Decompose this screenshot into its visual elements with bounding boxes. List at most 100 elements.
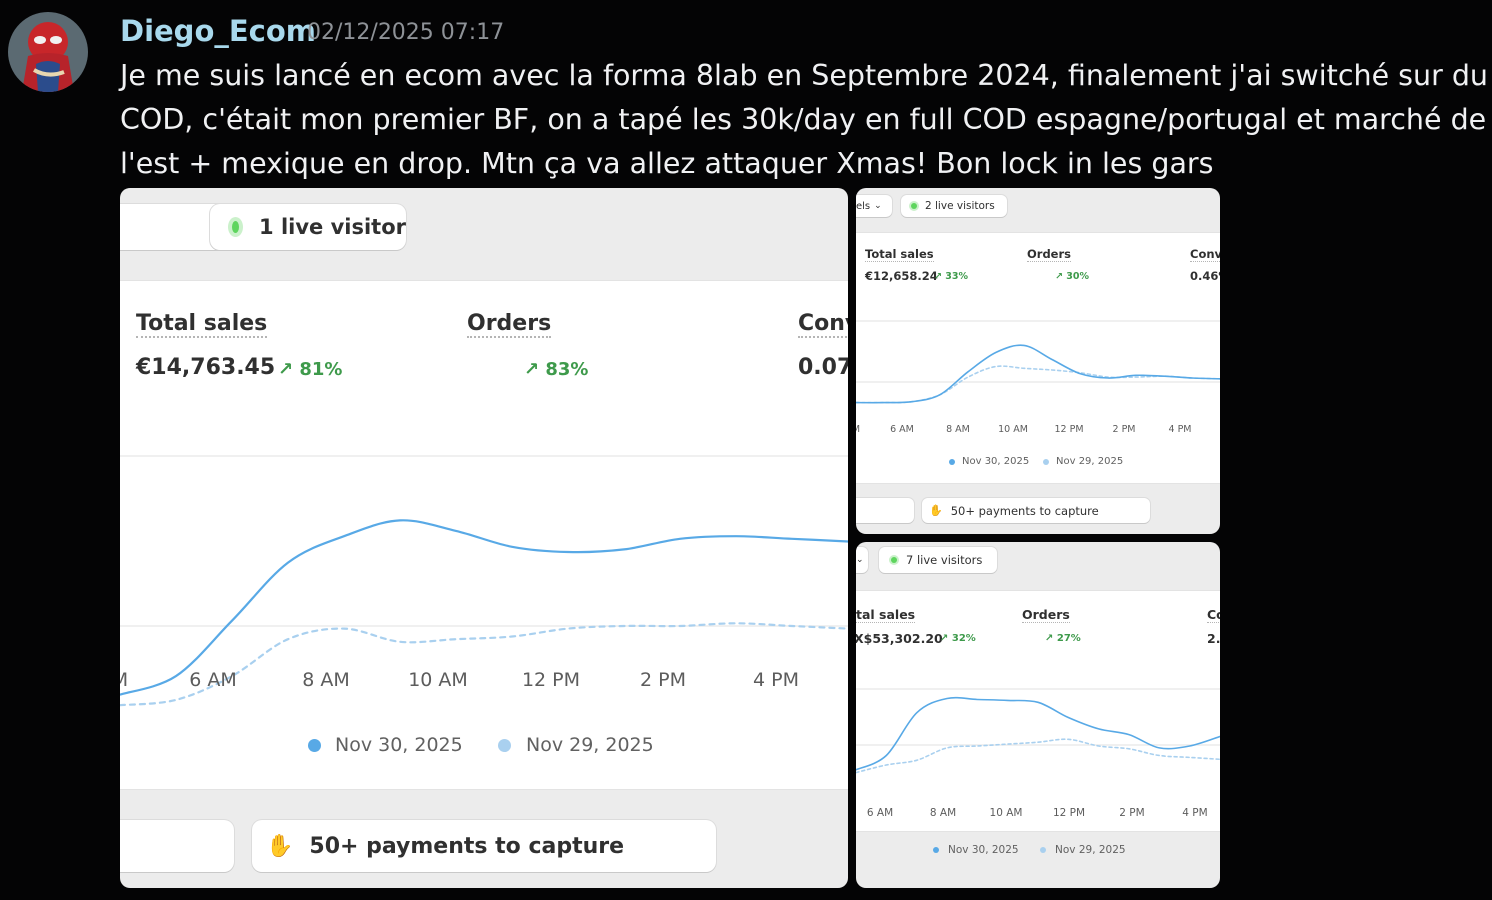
live-visitors-text: 1 live visitor	[259, 215, 406, 239]
live-dot-icon	[232, 221, 240, 233]
analytics-screenshot-2[interactable]: els ⌄ 2 live visitors Total sales €12,65…	[856, 188, 1220, 534]
legend-label-current: Nov 30, 2025	[962, 456, 1030, 467]
legend-current: Nov 30, 2025	[308, 734, 463, 756]
x-tick-label: M	[856, 424, 860, 435]
legend-dot-current-icon	[308, 738, 321, 752]
x-tick-label: 6 AM	[189, 669, 237, 691]
kpi-value-conversion: 0.46%	[1190, 269, 1220, 283]
x-tick-label: 2 PM	[1112, 424, 1136, 435]
series-line-current	[856, 344, 1220, 404]
spiderman-avatar-icon	[8, 12, 88, 92]
x-tick-label: 10 AM	[989, 807, 1023, 819]
kpi-delta-total-sales: ↗ 81%	[278, 359, 343, 380]
payment-hand-icon: ✋	[266, 833, 294, 859]
x-tick-label: 12 PM	[1052, 807, 1086, 819]
sales-line-chart	[856, 688, 1220, 774]
series-line-current	[120, 519, 848, 696]
x-tick-label: 8 AM	[946, 424, 970, 435]
live-dot-icon	[891, 557, 897, 563]
legend-dot-previous-icon	[1043, 458, 1049, 465]
payments-text: 50+ payments to capture	[950, 503, 1099, 518]
legend-dot-current-icon	[949, 458, 955, 465]
sales-card: tal sales X$53,302.20 ↗ 32% Orders ↗ 27%…	[856, 590, 1220, 856]
kpi-value-total-sales: X$53,302.20	[856, 631, 943, 646]
kpi-label-conversion: Conv	[1190, 247, 1220, 262]
x-tick-label: 4 PM	[753, 669, 799, 691]
sales-line-chart	[120, 455, 848, 707]
kpi-label-total-sales: tal sales	[856, 607, 916, 623]
legend-label-previous: Nov 29, 2025	[1056, 456, 1124, 467]
kpi-label-total-sales: Total sales	[865, 247, 934, 262]
payment-hand-icon: ✋	[929, 504, 943, 517]
kpi-label-orders: Orders	[467, 311, 552, 338]
legend-current: Nov 30, 2025	[933, 844, 1019, 856]
timestamp: 02/12/2025 07:17	[307, 20, 505, 45]
kpi-label-orders: Orders	[1027, 247, 1071, 262]
kpi-value-conversion: 0.07	[798, 355, 848, 380]
legend-dot-previous-icon	[1040, 847, 1046, 853]
x-tick-label: 8 AM	[302, 669, 350, 691]
kpi-label-conversion: Conv	[798, 311, 848, 338]
legend-label-current: Nov 30, 2025	[335, 734, 463, 756]
kpi-delta-orders: ↗ 27%	[1045, 633, 1081, 644]
kpi-label-conversion: Co	[1207, 607, 1220, 623]
live-dot-icon	[911, 203, 917, 209]
legend-label-previous: Nov 29, 2025	[1055, 844, 1126, 856]
kpi-label-total-sales: Total sales	[136, 311, 268, 338]
live-visitors-text: 7 live visitors	[906, 553, 983, 567]
legend-current: Nov 30, 2025	[949, 456, 1029, 467]
legend-previous: Nov 29, 2025	[498, 734, 654, 756]
kpi-value-total-sales: €12,658.24	[865, 269, 938, 283]
payments-to-capture-button[interactable]: ✋ 50+ payments to capture	[922, 498, 1150, 523]
avatar[interactable]	[8, 12, 88, 92]
sales-card: Total sales €12,658.24 ↗ 33% Orders ↗ 30…	[856, 232, 1220, 484]
x-tick-label: 6 AM	[890, 424, 914, 435]
username[interactable]: Diego_Ecom	[120, 14, 317, 48]
live-visitors-badge: 2 live visitors	[901, 195, 1007, 217]
live-visitors-text: 2 live visitors	[925, 200, 995, 212]
series-line-previous	[856, 738, 1220, 774]
message-text: Je me suis lancé en ecom avec la forma 8…	[120, 59, 1488, 180]
x-tick-label: 8 AM	[929, 807, 957, 819]
legend-previous: Nov 29, 2025	[1040, 844, 1126, 856]
legend-previous: Nov 29, 2025	[1043, 456, 1123, 467]
x-tick-label: 12 PM	[1054, 424, 1084, 435]
kpi-label-orders: Orders	[1022, 607, 1070, 623]
x-tick-label: 4 PM	[1182, 807, 1208, 819]
payments-text: 50+ payments to capture	[309, 833, 625, 859]
pending-pill	[856, 498, 914, 523]
x-tick-label: 2 PM	[640, 669, 686, 691]
x-tick-label: 10 AM	[408, 669, 468, 691]
channels-dropdown: ⌄	[856, 547, 868, 573]
kpi-value-total-sales: €14,763.45	[136, 355, 276, 380]
channels-dropdown: els ⌄	[856, 195, 892, 217]
kpi-delta-orders: ↗ 30%	[1055, 271, 1090, 282]
analytics-screenshot-3[interactable]: ⌄ 7 live visitors tal sales X$53,302.20 …	[856, 542, 1220, 888]
x-tick-label: 4 PM	[1168, 424, 1192, 435]
kpi-delta-total-sales: ↗ 33%	[934, 271, 969, 282]
payments-to-capture-button[interactable]: ✋ 50+ payments to capture	[252, 820, 716, 872]
x-tick-label: 10 AM	[998, 424, 1028, 435]
x-tick-label: 6 AM	[866, 807, 894, 819]
live-visitors-badge: 7 live visitors	[879, 547, 997, 573]
legend-label-previous: Nov 29, 2025	[526, 734, 654, 756]
sales-line-chart	[856, 320, 1220, 404]
x-tick-label: M	[120, 669, 128, 691]
chevron-down-icon: ⌄	[856, 555, 864, 565]
x-tick-label: 12 PM	[521, 669, 581, 691]
live-visitors-badge: 1 live visitor	[210, 204, 406, 250]
kpi-delta-orders: ↗ 83%	[524, 359, 589, 380]
series-line-previous	[856, 365, 1220, 404]
series-line-current	[856, 696, 1220, 771]
legend-dot-current-icon	[933, 847, 939, 853]
pending-pill	[120, 820, 234, 872]
kpi-delta-total-sales: ↗ 32%	[940, 633, 976, 644]
series-line-previous	[120, 622, 848, 707]
legend-label-current: Nov 30, 2025	[948, 844, 1019, 856]
legend-dot-previous-icon	[498, 738, 511, 752]
analytics-screenshot-1[interactable]: els ⌄ 1 live visitor Total sales €14,763…	[120, 188, 848, 888]
channels-label: els	[856, 200, 871, 212]
x-tick-label: 2 PM	[1119, 807, 1145, 819]
kpi-value-conversion: 2.	[1207, 631, 1220, 646]
chevron-down-icon: ⌄	[874, 201, 882, 211]
